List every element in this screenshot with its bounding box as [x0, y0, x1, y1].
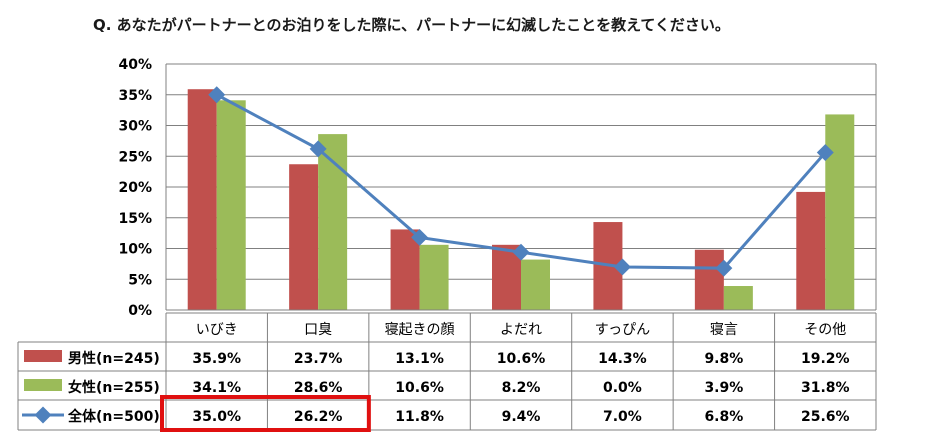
- legend-label: 女性(n=255): [68, 379, 160, 396]
- category-label: よだれ: [500, 322, 542, 338]
- data-label: 23.7%: [294, 351, 343, 367]
- bar-male: [390, 229, 420, 310]
- y-tick-label: 40%: [118, 57, 152, 73]
- chart-title: Q. あなたがパートナーとのお泊りをした際に、パートナーに幻滅したことを教えてく…: [93, 16, 730, 34]
- bar-female: [825, 114, 855, 311]
- axis-layer: 0% 5% 10% 15% 20% 25% 30% 35% 40%: [118, 57, 877, 319]
- data-label: 8.2%: [502, 380, 541, 396]
- legend-label: 男性(n=245): [68, 350, 160, 367]
- grid-layer: [166, 63, 876, 280]
- point-total: [208, 86, 226, 104]
- y-tick-label: 25%: [118, 149, 152, 165]
- data-label: 3.9%: [704, 380, 743, 396]
- y-tick-label: 15%: [118, 211, 152, 227]
- point-total: [715, 259, 733, 277]
- highlight-box: [160, 395, 371, 432]
- y-tick-label: 10%: [118, 242, 152, 258]
- y-tick-label: 20%: [118, 180, 152, 196]
- data-label: 10.6%: [395, 380, 444, 396]
- data-label: 19.2%: [801, 351, 850, 367]
- data-label: 0.0%: [603, 380, 642, 396]
- data-label: 9.4%: [502, 409, 541, 425]
- y-tick-label: 0%: [128, 303, 152, 319]
- y-tick-label: 5%: [128, 272, 152, 288]
- bar-male: [796, 191, 826, 310]
- point-total: [512, 243, 530, 261]
- y-tick-label: 30%: [118, 119, 152, 135]
- data-label: 6.8%: [704, 409, 743, 425]
- bar-male: [289, 164, 319, 310]
- point-total: [411, 228, 429, 246]
- bar-male: [187, 89, 217, 310]
- point-total: [613, 258, 631, 276]
- bar-female: [521, 259, 550, 310]
- category-label: 寝言: [710, 321, 738, 338]
- category-label: その他: [804, 322, 846, 338]
- data-label: 7.0%: [603, 409, 642, 425]
- data-label: 28.6%: [294, 380, 343, 396]
- legend-key: [24, 379, 62, 391]
- category-label: いびき: [196, 322, 238, 338]
- data-label: 26.2%: [294, 409, 343, 425]
- bar-female: [216, 100, 246, 310]
- point-total: [309, 140, 327, 158]
- data-label: 10.6%: [497, 351, 546, 367]
- category-label: 寝起きの顔: [385, 321, 455, 338]
- bar-female: [723, 286, 753, 310]
- y-tick-label: 35%: [118, 88, 152, 104]
- data-label: 31.8%: [801, 380, 850, 396]
- data-label: 14.3%: [598, 351, 647, 367]
- data-label: 13.1%: [395, 351, 444, 367]
- line-layer: [208, 86, 834, 277]
- category-label: すっぴん: [595, 322, 650, 338]
- category-label: 口臭: [304, 322, 332, 338]
- legend-label: 全体(n=500): [67, 408, 160, 425]
- legend-key: [24, 350, 62, 362]
- data-label: 35.9%: [192, 351, 241, 367]
- bar-male: [694, 249, 724, 310]
- point-total: [816, 144, 834, 162]
- legend-key-marker: [34, 406, 52, 424]
- data-label: 34.1%: [192, 380, 241, 396]
- bar-female: [419, 244, 449, 310]
- data-label: 25.6%: [801, 409, 850, 425]
- data-label: 9.8%: [704, 351, 743, 367]
- data-label: 35.0%: [192, 409, 241, 425]
- data-label: 11.8%: [395, 409, 444, 425]
- bars-layer: [187, 89, 855, 311]
